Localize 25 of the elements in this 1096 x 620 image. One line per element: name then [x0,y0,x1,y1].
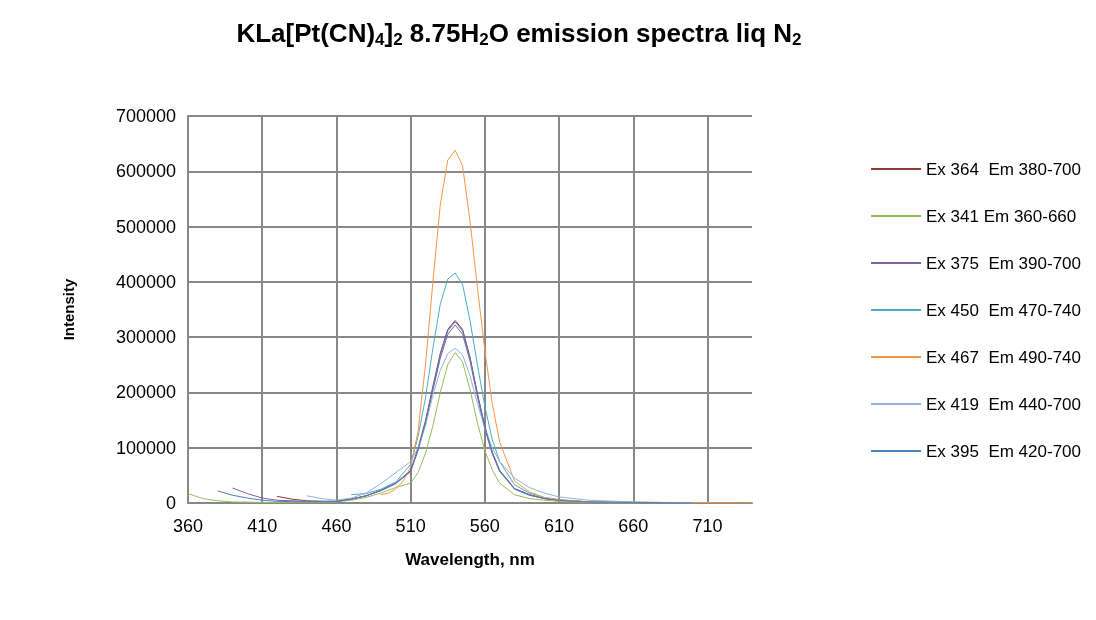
y-tick-label: 400000 [115,271,176,292]
x-tick-label: 410 [247,516,278,536]
y-axis-title: Intensity [60,278,77,341]
y-tick-label: 200000 [115,382,176,403]
y-tick-label: 500000 [115,216,176,237]
legend-label: Ex 395 Em 420-700 [926,441,1081,461]
legend-label: Ex 450 Em 470-740 [926,300,1081,320]
y-tick-label: 0 [165,493,176,513]
legend-label: Ex 341 Em 360-660 [926,206,1077,226]
y-tick-label: 700000 [115,106,176,126]
x-tick-label: 460 [321,516,352,536]
y-tick-label: 600000 [115,161,176,182]
legend-label: Ex 419 Em 440-700 [926,394,1081,414]
legend-label: Ex 467 Em 490-740 [926,347,1081,367]
legend-label: Ex 364 Em 380-700 [926,159,1081,179]
legend-label: Ex 375 Em 390-700 [926,253,1081,273]
y-tick-label: 100000 [115,437,176,458]
x-tick-label: 660 [618,516,649,536]
x-axis-title: Wavelength, nm [405,550,535,569]
x-tick-label: 360 [172,516,204,536]
x-tick-label: 710 [692,516,723,536]
x-tick-label: 510 [395,516,426,536]
x-tick-label: 610 [544,516,575,536]
x-tick-label: 560 [469,516,500,536]
y-tick-label: 300000 [115,327,176,348]
